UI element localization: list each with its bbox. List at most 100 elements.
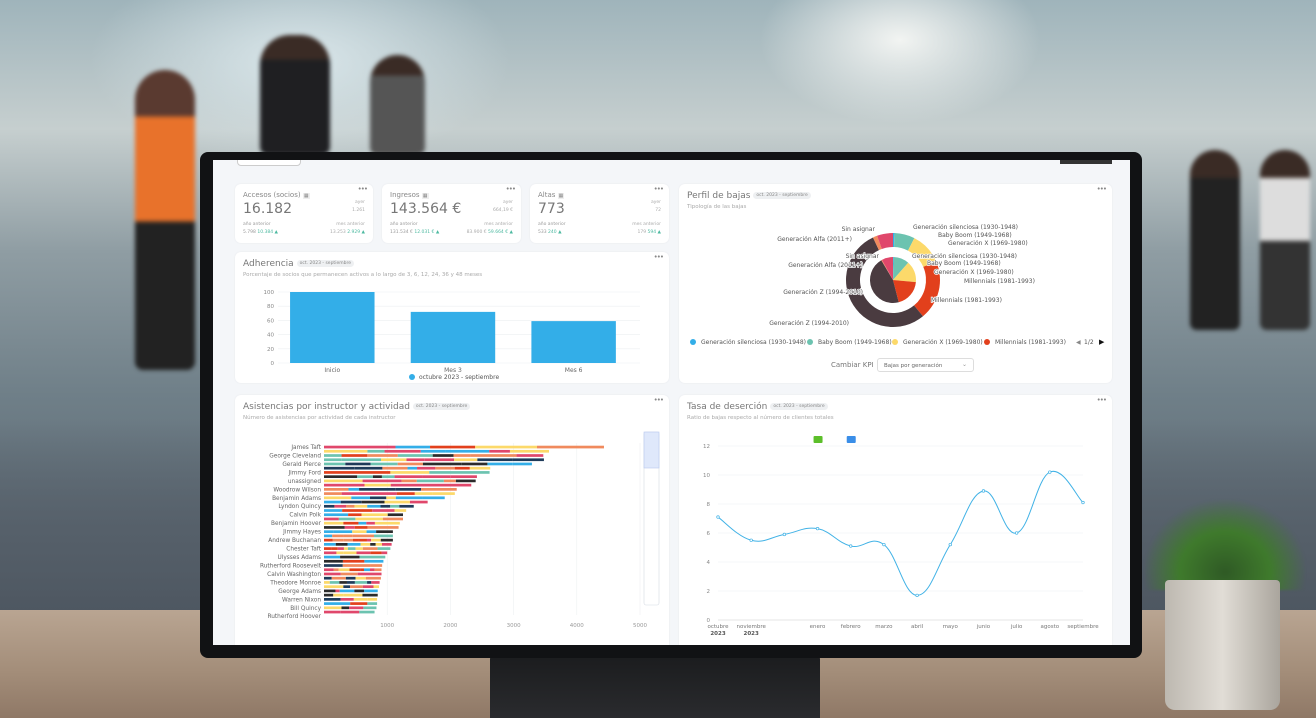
bar-segment [324,454,342,457]
bar-segment [333,593,344,597]
y-tick-label: 100 [264,290,275,296]
more-dots-icon[interactable]: ••• [653,396,664,404]
x-tick-label: 4000 [570,623,584,629]
y-tick-label: 60 [267,318,274,324]
bar-segment [395,445,431,449]
bar-segment [324,496,352,500]
perfil-chart: Sin asignar Generación Alfa (2011+) Genera… [690,223,1105,346]
bar-segment [331,547,338,550]
bar-segment [345,576,356,580]
y-tick-label: Benjamin Adams [272,496,321,502]
tasa-card: Tasa de deserción oct. 2023 - septiembre … [679,395,1112,645]
card-subtitle: Ratio de bajas respecto al número de cli… [687,415,834,421]
bar-segment [422,475,451,479]
more-dots-icon[interactable]: ••• [653,253,664,261]
kpi-title-text: Accesos (socios) [243,191,301,199]
bar-segment [348,513,362,517]
bar-segment [324,526,345,529]
legend-swatch [409,374,415,380]
person [260,35,330,155]
arrow-up-icon: ▲ [361,230,365,235]
bar-segment [324,449,368,453]
bar-segment [417,466,436,470]
calendar-icon: ▦ [302,193,310,199]
bar-segment [324,598,341,601]
bar-segment [372,475,382,479]
kpi-select[interactable]: Bajas por generación ⌄ [877,358,974,372]
top-button[interactable] [237,160,301,166]
bar-segment [346,504,355,508]
bar-segment [359,555,386,559]
bar-segment [345,462,371,466]
pie-slice [881,259,893,280]
bar-segment [370,564,383,567]
bar-segment [390,471,430,474]
more-dots-icon[interactable]: ••• [505,185,516,193]
bar-segment [367,504,381,508]
bar-segment [370,551,382,555]
bar-segment [384,449,421,453]
bar-segment [470,454,517,457]
bar-segment [324,475,358,479]
y-tick-label: Gerald Pierce [282,462,321,468]
data-point [1081,500,1085,505]
more-dots-icon[interactable]: ••• [653,185,664,193]
bar-segment [367,454,398,457]
comment-icon [846,436,856,443]
y-tick-label: Lyndon Quincy [278,504,321,510]
bar-segment [374,521,400,525]
x-tick-label: septiembre [1067,624,1099,630]
monitor-stand [490,655,820,718]
more-dots-icon[interactable]: ••• [1096,396,1107,404]
bar-segment [341,458,382,462]
y-tick-label: Jimmy Hayes [282,530,321,536]
person [1190,150,1240,330]
x-tick-label: 2000 [443,623,457,629]
pie-slice [872,235,882,251]
bar-segment [333,530,353,534]
bar-segment [360,543,371,546]
more-dots-icon[interactable]: ••• [357,185,368,193]
bar-segment [324,572,341,576]
bar-segment [341,606,350,610]
arrow-up-icon: ▲ [558,230,562,235]
y-tick-label: Bill Quincy [290,606,321,612]
bar-segment [366,530,377,534]
x-tick-label: 1000 [380,623,394,629]
y-tick-label: Theodore Monroe [269,580,321,586]
more-dots-icon[interactable]: ••• [1096,185,1107,193]
bar-segment [414,492,433,495]
legend-label: Generación X (1969-1980) [903,339,983,346]
legend-pager: 1/2 [1084,339,1094,346]
bar-segment [516,454,544,457]
prev-month-value: 179 [637,230,647,235]
yesterday-value: 664,19 € [492,208,513,213]
title-text: Tasa de deserción [687,402,768,412]
bar-segment [432,492,455,495]
x-tick-label: noviembre [736,624,766,630]
bar-segment [359,610,375,614]
bar-segment [352,534,375,538]
person [1260,150,1310,330]
arrow-up-icon: ▲ [657,230,661,235]
bar-segment [376,530,393,534]
x-tick-year: 2023 [710,631,725,637]
bar-segment [477,458,513,462]
bar-segment [357,475,373,479]
bar-segment [342,564,371,567]
y-tick-label: unassigned [288,479,321,485]
bar-segment [332,534,344,538]
kpi-card: ••• Ingresos ▦ 143.564 € ayer 664,19 € a… [382,184,521,243]
bar-segment [373,585,379,589]
y-tick-label: Chester Taft [286,547,321,553]
yesterday-value: 1.261 [352,208,365,213]
x-tick-label: julio [1010,624,1023,630]
bar-segment [324,466,355,470]
plant [1145,500,1305,590]
prev-month-delta: 59.664 € [488,230,509,235]
bar-segment [354,466,383,470]
x-tick-label: Mes 6 [565,367,583,374]
bar-segment [390,504,400,508]
bar-segment [420,449,446,453]
period-badge: oct. 2023 - septiembre [770,403,828,410]
